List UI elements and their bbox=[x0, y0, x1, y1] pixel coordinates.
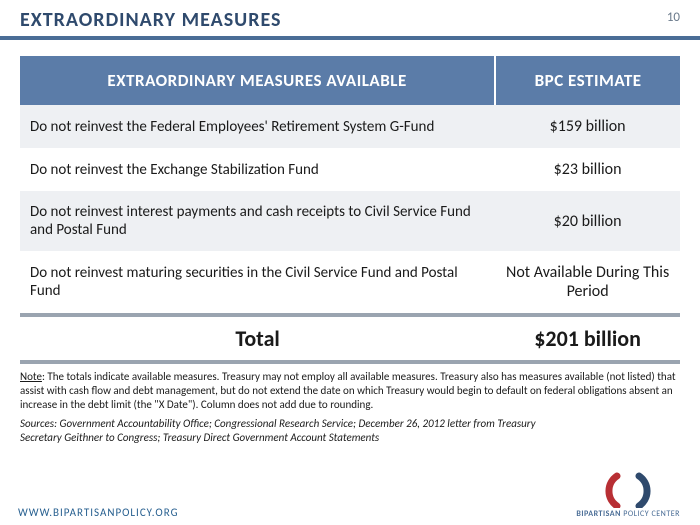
note-body: : The totals indicate available measures… bbox=[20, 370, 676, 411]
logo-text-bold: BIPARTISAN bbox=[576, 509, 621, 519]
measure-estimate: $159 billion bbox=[495, 105, 680, 148]
table-row: Do not reinvest the Federal Employees' R… bbox=[20, 105, 680, 148]
header-bar: EXTRAORDINARY MEASURES 10 bbox=[0, 0, 700, 40]
note-label: Note bbox=[20, 370, 42, 383]
table-row: Do not reinvest maturing securities in t… bbox=[20, 251, 680, 315]
page-number: 10 bbox=[667, 10, 680, 25]
table-row: Do not reinvest the Exchange Stabilizati… bbox=[20, 148, 680, 191]
page-title: EXTRAORDINARY MEASURES bbox=[20, 8, 680, 32]
footer-url: WWW.BIPARTISANPOLICY.ORG bbox=[18, 506, 179, 519]
measure-desc: Do not reinvest maturing securities in t… bbox=[20, 251, 495, 315]
measure-estimate: $23 billion bbox=[495, 148, 680, 191]
logo-text: BIPARTISAN POLICY CENTER bbox=[576, 509, 680, 519]
measure-estimate: Not Available During This Period bbox=[495, 251, 680, 315]
measure-desc: Do not reinvest interest payments and ca… bbox=[20, 191, 495, 251]
note-text: Note: The totals indicate available meas… bbox=[20, 370, 680, 411]
bpc-logo: BIPARTISAN POLICY CENTER bbox=[576, 472, 680, 519]
col-header-estimate: BPC ESTIMATE bbox=[495, 56, 680, 105]
total-value: $201 billion bbox=[495, 315, 680, 362]
measure-desc: Do not reinvest the Federal Employees' R… bbox=[20, 105, 495, 148]
logo-text-rest: POLICY CENTER bbox=[621, 509, 680, 519]
total-row: Total $201 billion bbox=[20, 315, 680, 362]
table-row: Do not reinvest interest payments and ca… bbox=[20, 191, 680, 251]
col-header-measures: EXTRAORDINARY MEASURES AVAILABLE bbox=[20, 56, 495, 105]
content-area: EXTRAORDINARY MEASURES AVAILABLE BPC EST… bbox=[0, 40, 700, 445]
total-label: Total bbox=[20, 315, 495, 362]
measures-table: EXTRAORDINARY MEASURES AVAILABLE BPC EST… bbox=[20, 56, 680, 364]
logo-arcs-icon bbox=[597, 472, 659, 508]
measure-estimate: $20 billion bbox=[495, 191, 680, 251]
measure-desc: Do not reinvest the Exchange Stabilizati… bbox=[20, 148, 495, 191]
sources-text: Sources: Government Accountability Offic… bbox=[20, 417, 680, 445]
